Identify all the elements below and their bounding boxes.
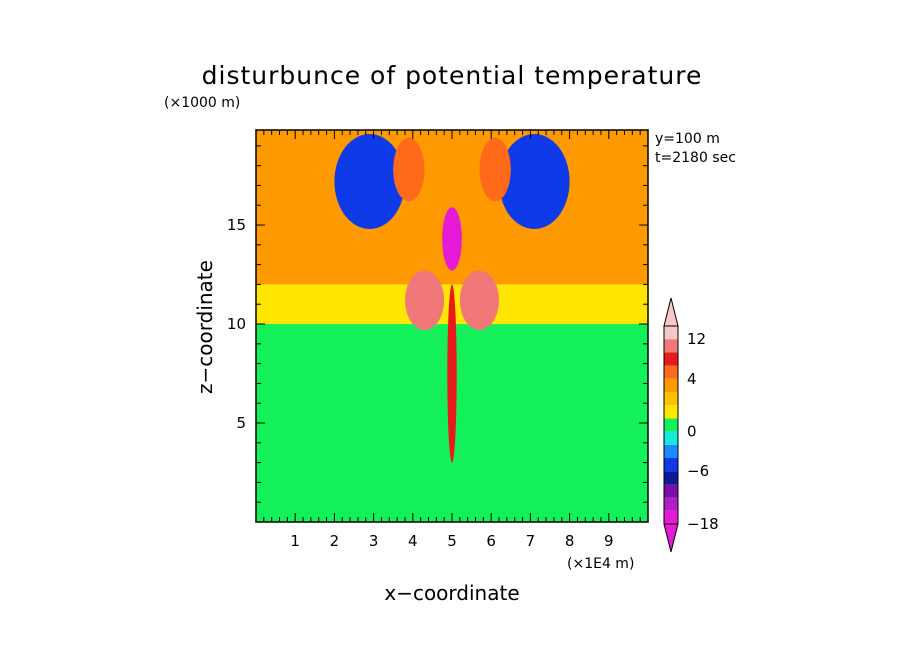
colorbar-swatch (664, 497, 678, 511)
axis-ticks: 1 2 3 4 5 6 7 8 9 5 10 15 (227, 130, 649, 550)
annotation-y: y=100 m (655, 131, 720, 147)
y-tick-label: 5 (236, 414, 246, 432)
contour-fill-layer (256, 130, 648, 522)
colorbar-frame (663, 325, 679, 525)
colorbar-label: −18 (687, 515, 719, 533)
colorbar-swatch (664, 471, 678, 485)
colorbar: 12 4 0 −6 −18 (663, 297, 719, 553)
y-tick-label: 10 (227, 315, 246, 333)
colorbar-max-arrow (663, 297, 679, 327)
colorbar-swatch (664, 510, 678, 524)
x-tick-label: 3 (369, 532, 379, 550)
contour-blob (459, 270, 500, 330)
annotation-t: t=2180 sec (655, 150, 736, 166)
colorbar-swatch (664, 484, 678, 498)
y-axis-label: z−coordinate (193, 260, 217, 394)
x-tick-label: 5 (447, 532, 457, 550)
colorbar-swatch (664, 326, 678, 340)
y-tick-label: 15 (227, 216, 246, 234)
colorbar-swatch (664, 418, 678, 432)
x-tick-label: 9 (604, 532, 614, 550)
colorbar-swatch (664, 365, 678, 379)
colorbar-label: 4 (687, 370, 697, 388)
y-unit-label: (×1000 m) (164, 95, 240, 111)
contour-blob (499, 133, 570, 229)
colorbar-swatch (664, 352, 678, 366)
colorbar-swatch (664, 405, 678, 419)
x-tick-label: 1 (290, 532, 300, 550)
contour-blob (479, 137, 511, 202)
colorbar-label: 12 (687, 330, 706, 348)
x-tick-label: 4 (408, 532, 418, 550)
contour-blob (442, 207, 462, 271)
x-tick-label: 7 (526, 532, 536, 550)
x-unit-label: (×1E4 m) (567, 556, 634, 572)
x-tick-label: 2 (330, 532, 340, 550)
x-tick-label: 6 (486, 532, 496, 550)
contour-blob (334, 133, 405, 229)
colorbar-swatch (664, 431, 678, 445)
colorbar-swatch (664, 444, 678, 458)
colorbar-label: 0 (687, 423, 697, 441)
colorbar-swatch (664, 339, 678, 353)
chart-title: disturbunce of potential temperature (202, 61, 703, 90)
contour-blob (393, 137, 425, 202)
x-axis-label: x−coordinate (384, 581, 519, 605)
colorbar-swatch (664, 378, 678, 392)
colorbar-swatch (664, 458, 678, 472)
contour-blob (404, 270, 445, 330)
contour-blob (447, 284, 457, 463)
contour-plot: 1 2 3 4 5 6 7 8 9 5 10 15 (227, 129, 649, 550)
x-tick-label: 8 (565, 532, 575, 550)
colorbar-label: −6 (687, 462, 709, 480)
colorbar-swatch (664, 392, 678, 406)
colorbar-min-arrow (663, 523, 679, 553)
